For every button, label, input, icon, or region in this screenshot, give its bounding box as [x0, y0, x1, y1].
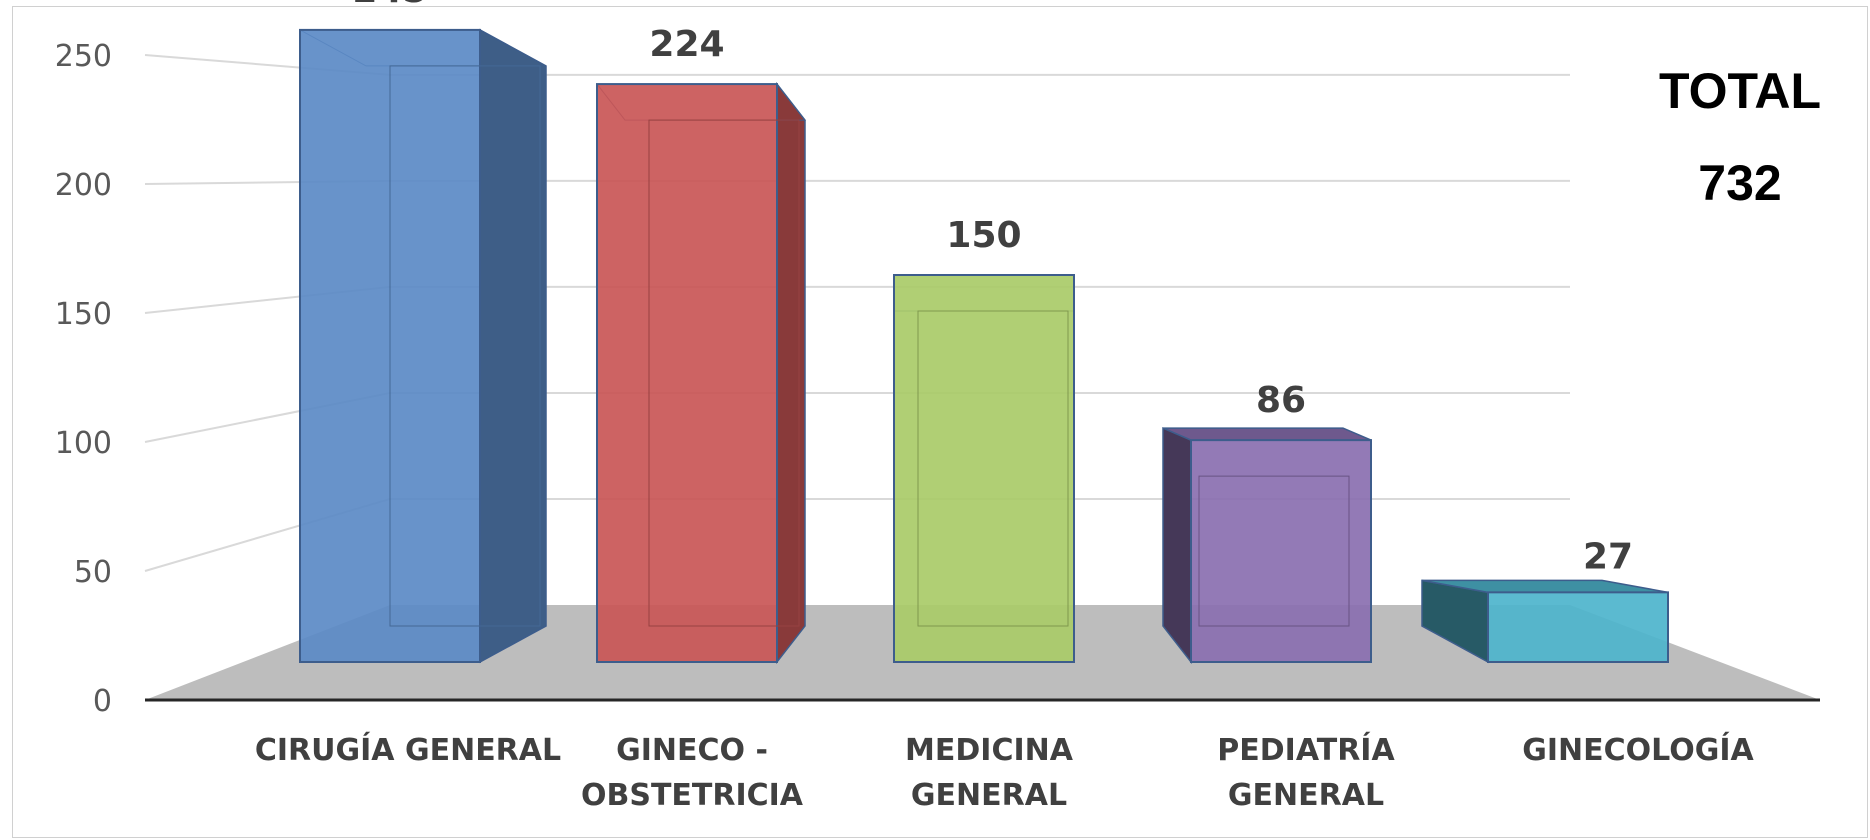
x-tick-label: GENERAL — [1228, 778, 1384, 813]
bar — [893, 274, 1075, 663]
bar-side — [776, 81, 806, 665]
bar-front — [1487, 591, 1669, 664]
bar-inner-edge — [1198, 475, 1350, 627]
bar-front — [596, 83, 778, 663]
bar — [299, 28, 547, 664]
y-tick-label: 150 — [55, 297, 112, 332]
total-value: 732 — [1698, 155, 1781, 211]
bar-inner-edge — [648, 119, 800, 627]
y-tick-label: 100 — [55, 426, 112, 461]
total-label: TOTAL — [1659, 63, 1821, 119]
bar — [595, 81, 807, 665]
data-label: 86 — [1256, 380, 1306, 421]
bar-front — [1190, 439, 1372, 663]
labels: 0 50 100 150 200 250 245 CIRUGÍA GENERAL 224 GINE… — [55, 0, 1755, 813]
bar — [1162, 426, 1372, 665]
data-label: 245 — [352, 0, 427, 11]
data-label: 150 — [946, 215, 1021, 256]
bars — [299, 28, 1669, 665]
y-tick-label: 50 — [74, 555, 112, 590]
x-tick-label: GENERAL — [911, 778, 1067, 813]
gridlines — [144, 54, 1820, 702]
data-label: 27 — [1583, 536, 1633, 577]
bar-top — [1162, 427, 1372, 441]
x-tick-label: MEDICINA — [905, 733, 1074, 768]
x-tick-label: CIRUGÍA GENERAL — [255, 732, 561, 768]
bar-side — [1162, 426, 1192, 665]
x-tick-label: PEDIATRÍA — [1217, 732, 1395, 768]
x-tick-label: GINECOLOGÍA — [1522, 732, 1754, 768]
data-label: 224 — [649, 24, 724, 65]
x-tick-label: GINECO - — [616, 733, 768, 768]
x-tick-label: OBSTETRICIA — [581, 778, 804, 813]
bar-inner-edge — [917, 310, 1069, 627]
y-tick-label: 250 — [55, 39, 112, 74]
bar-side — [479, 28, 547, 664]
bar-front — [893, 274, 1075, 663]
bar — [1421, 579, 1669, 664]
y-tick-label: 200 — [55, 168, 112, 203]
bar-inner-edge — [389, 65, 541, 627]
y-tick-label: 0 — [93, 684, 112, 719]
